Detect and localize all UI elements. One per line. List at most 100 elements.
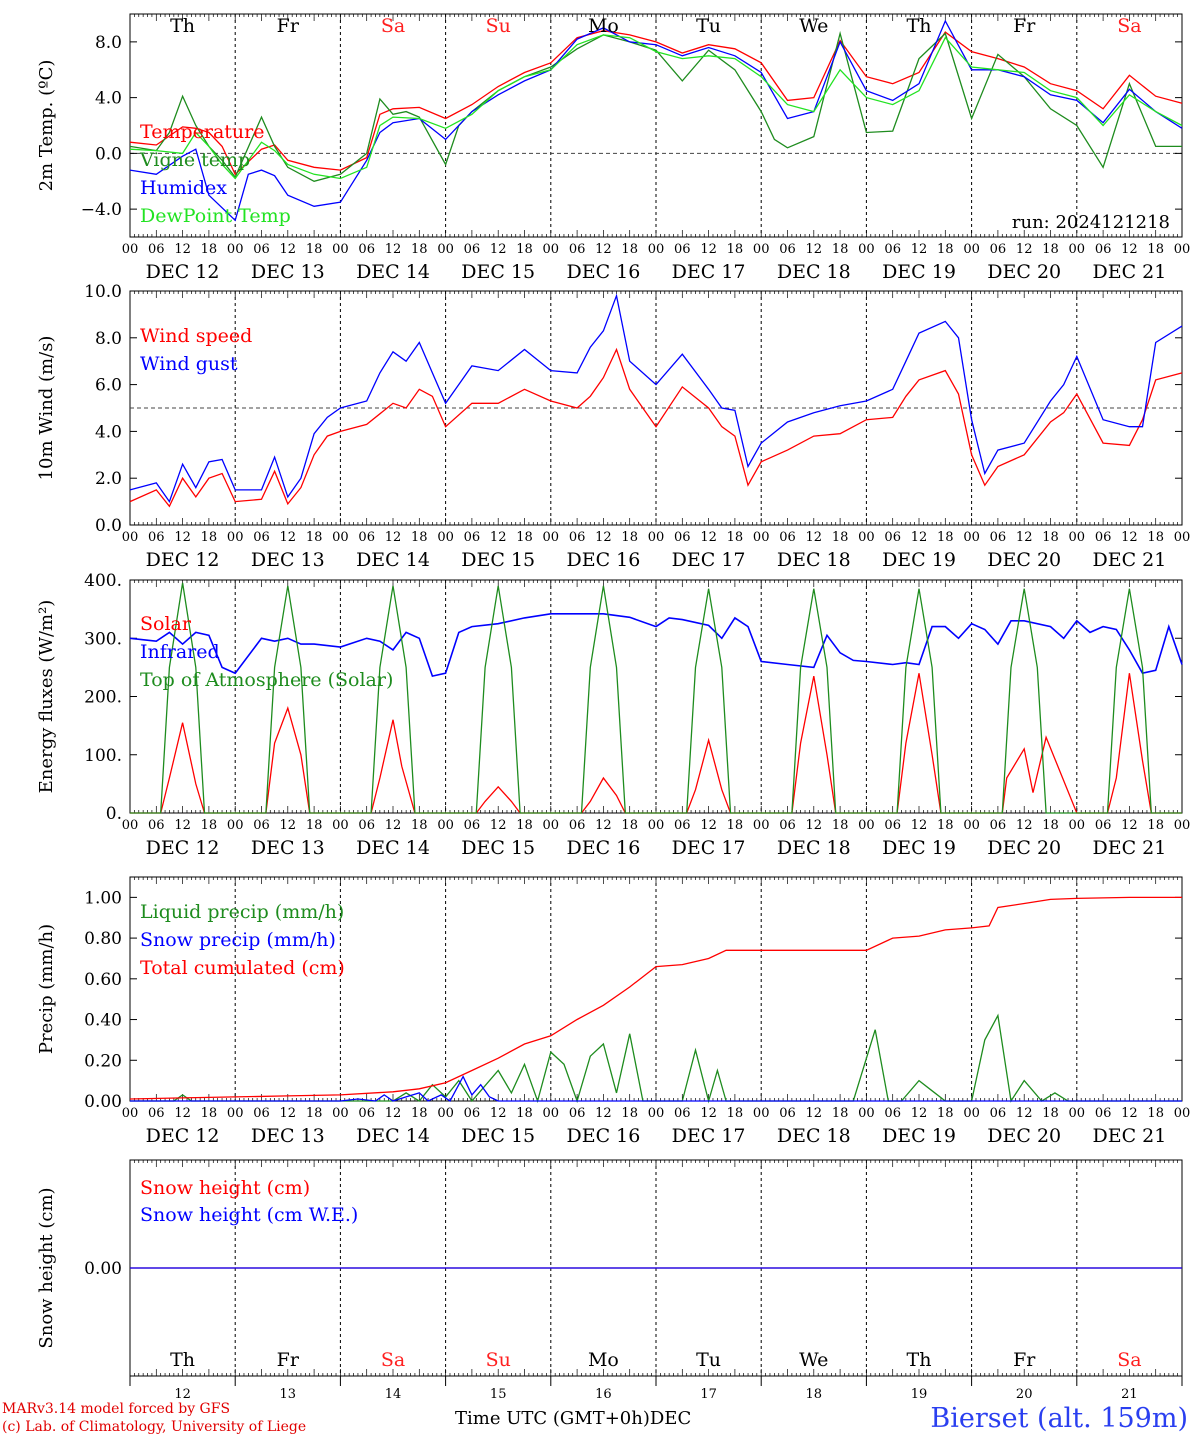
time-axis-text: Time UTC (GMT+0h): [455, 1408, 650, 1429]
x-hour-label: 18: [832, 242, 849, 257]
day-number-label: 21: [1121, 1387, 1138, 1402]
x-hour-label: 00: [332, 530, 349, 545]
y-tick-label: 400.: [84, 571, 122, 591]
x-hour-label: 12: [700, 1106, 717, 1121]
x-date-label: DEC 18: [777, 837, 851, 859]
x-hour-label: 06: [990, 818, 1007, 833]
weekday-label-bottom: Th: [170, 1349, 195, 1371]
x-hour-label: 06: [464, 242, 481, 257]
x-hour-label: 06: [674, 1106, 691, 1121]
legend-entry: Vigne temp: [139, 149, 250, 171]
x-date-label: DEC 16: [566, 1125, 640, 1147]
x-hour-label: 18: [411, 818, 428, 833]
x-hour-label: 18: [201, 818, 218, 833]
x-hour-label: 00: [437, 242, 454, 257]
x-hour-label: 12: [806, 818, 823, 833]
x-hour-label: 12: [385, 1106, 402, 1121]
x-hour-label: 00: [332, 1106, 349, 1121]
x-hour-label: 06: [990, 1106, 1007, 1121]
x-hour-label: 12: [911, 242, 928, 257]
model-credit: MARv3.14 model forced by GFS (c) Lab. of…: [2, 1400, 306, 1436]
x-date-label: DEC 14: [356, 261, 430, 283]
x-date-label: DEC 19: [882, 1125, 956, 1147]
x-hour-label: 00: [543, 818, 560, 833]
x-hour-label: 12: [174, 818, 191, 833]
weekday-label-bottom: Sa: [1117, 1349, 1141, 1371]
day-number-label: 15: [490, 1387, 507, 1402]
x-hour-label: 06: [148, 242, 165, 257]
panel-frame: [129, 13, 1183, 238]
x-hour-label: 06: [779, 242, 796, 257]
y-tick-label: −4.0: [81, 200, 122, 220]
x-hour-label: 18: [621, 242, 638, 257]
x-hour-label: 00: [753, 242, 770, 257]
x-hour-label: 06: [569, 242, 586, 257]
x-hour-label: 12: [174, 1106, 191, 1121]
x-date-label: DEC 13: [251, 261, 325, 283]
x-date-label: DEC 20: [987, 1125, 1061, 1147]
x-hour-label: 18: [1147, 818, 1164, 833]
weekday-label-top: Mo: [588, 15, 619, 37]
x-hour-label: 18: [516, 530, 533, 545]
x-hour-label: 12: [595, 1106, 612, 1121]
x-date-label: DEC 20: [987, 261, 1061, 283]
weekday-label-top: Su: [486, 15, 511, 37]
x-hour-label: 06: [358, 242, 375, 257]
x-date-label: DEC 12: [146, 1125, 220, 1147]
y-tick-label: 4.0: [95, 89, 122, 109]
weekday-label-bottom: Fr: [1013, 1349, 1036, 1371]
weekday-label-bottom: Tu: [696, 1349, 721, 1371]
x-hour-label: 18: [306, 1106, 323, 1121]
x-hour-label: 00: [543, 242, 560, 257]
x-date-label: DEC 13: [251, 837, 325, 859]
series-line: [129, 896, 1182, 1100]
day-number-label: 12: [174, 1387, 191, 1402]
x-hour-label: 12: [595, 818, 612, 833]
x-hour-label: 06: [1095, 242, 1112, 257]
day-number-label: 17: [700, 1387, 717, 1402]
x-date-label: DEC 17: [672, 1125, 746, 1147]
x-hour-label: 18: [727, 818, 744, 833]
series-line: [129, 19, 1183, 222]
weekday-label-bottom: Th: [907, 1349, 932, 1371]
x-hour-label: 06: [253, 818, 270, 833]
x-hour-label: 12: [911, 818, 928, 833]
y-axis-title: Precip (mm/h): [36, 924, 57, 1054]
series-line: [129, 34, 1183, 180]
legend-entry: Wind gust: [140, 353, 238, 375]
x-date-label: DEC 21: [1092, 549, 1166, 571]
x-hour-label: 00: [122, 242, 139, 257]
x-date-label: DEC 14: [356, 837, 430, 859]
x-hour-label: 18: [727, 242, 744, 257]
x-hour-label: 00: [227, 1106, 244, 1121]
y-tick-label: 0.80: [84, 929, 122, 949]
panel-1: −4.0 0.0 4.0 8.0 2m Temp. (ºC) 00 06 12 18 00 06 12…: [36, 13, 1191, 283]
weekday-label-top: We: [799, 15, 828, 37]
x-date-label: DEC 19: [882, 549, 956, 571]
x-hour-label: 12: [911, 530, 928, 545]
x-hour-label: 06: [569, 1106, 586, 1121]
x-hour-label: 18: [201, 1106, 218, 1121]
legend-entry: Snow height (cm): [140, 1177, 310, 1199]
x-hour-label: 12: [1016, 1106, 1033, 1121]
x-hour-label: 06: [253, 530, 270, 545]
time-axis-label: Time UTC (GMT+0h)DEC: [455, 1408, 691, 1429]
x-hour-label: 06: [569, 818, 586, 833]
x-date-label: DEC 14: [356, 549, 430, 571]
x-hour-label: 00: [1069, 1106, 1086, 1121]
x-hour-label: 06: [464, 530, 481, 545]
day-number-label: 13: [280, 1387, 297, 1402]
x-hour-label: 06: [148, 1106, 165, 1121]
station-name: Bierset (alt. 159m): [930, 1403, 1188, 1434]
y-axis-title: 10m Wind (m/s): [36, 336, 57, 481]
x-hour-label: 06: [148, 818, 165, 833]
x-hour-label: 00: [1174, 530, 1191, 545]
x-hour-label: 18: [832, 530, 849, 545]
x-hour-label: 12: [700, 530, 717, 545]
x-hour-label: 00: [1174, 242, 1191, 257]
x-hour-label: 00: [1069, 242, 1086, 257]
x-hour-label: 18: [1147, 1106, 1164, 1121]
x-date-label: DEC 17: [672, 261, 746, 283]
series-line: [129, 30, 1182, 182]
x-hour-label: 12: [806, 242, 823, 257]
